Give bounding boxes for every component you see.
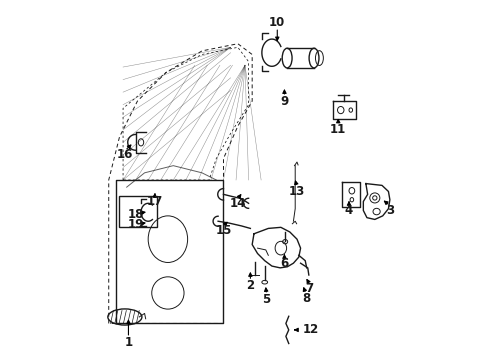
Text: 17: 17 <box>147 195 163 208</box>
Text: 18: 18 <box>127 208 144 221</box>
Text: 10: 10 <box>269 16 285 29</box>
Text: 5: 5 <box>262 293 270 306</box>
Text: 11: 11 <box>330 123 346 136</box>
Text: 6: 6 <box>280 257 289 270</box>
Text: 7: 7 <box>305 282 314 295</box>
Text: 15: 15 <box>215 224 232 237</box>
Text: 13: 13 <box>289 185 305 198</box>
Text: 4: 4 <box>345 204 353 217</box>
Text: 19: 19 <box>127 218 144 231</box>
Bar <box>119 196 157 227</box>
Text: 16: 16 <box>117 148 133 161</box>
Text: 9: 9 <box>280 95 289 108</box>
Text: 1: 1 <box>124 336 132 348</box>
Text: 8: 8 <box>302 292 310 305</box>
Text: 12: 12 <box>302 323 318 336</box>
Text: 3: 3 <box>386 204 394 217</box>
Text: 2: 2 <box>246 279 254 292</box>
Text: 14: 14 <box>230 197 246 210</box>
